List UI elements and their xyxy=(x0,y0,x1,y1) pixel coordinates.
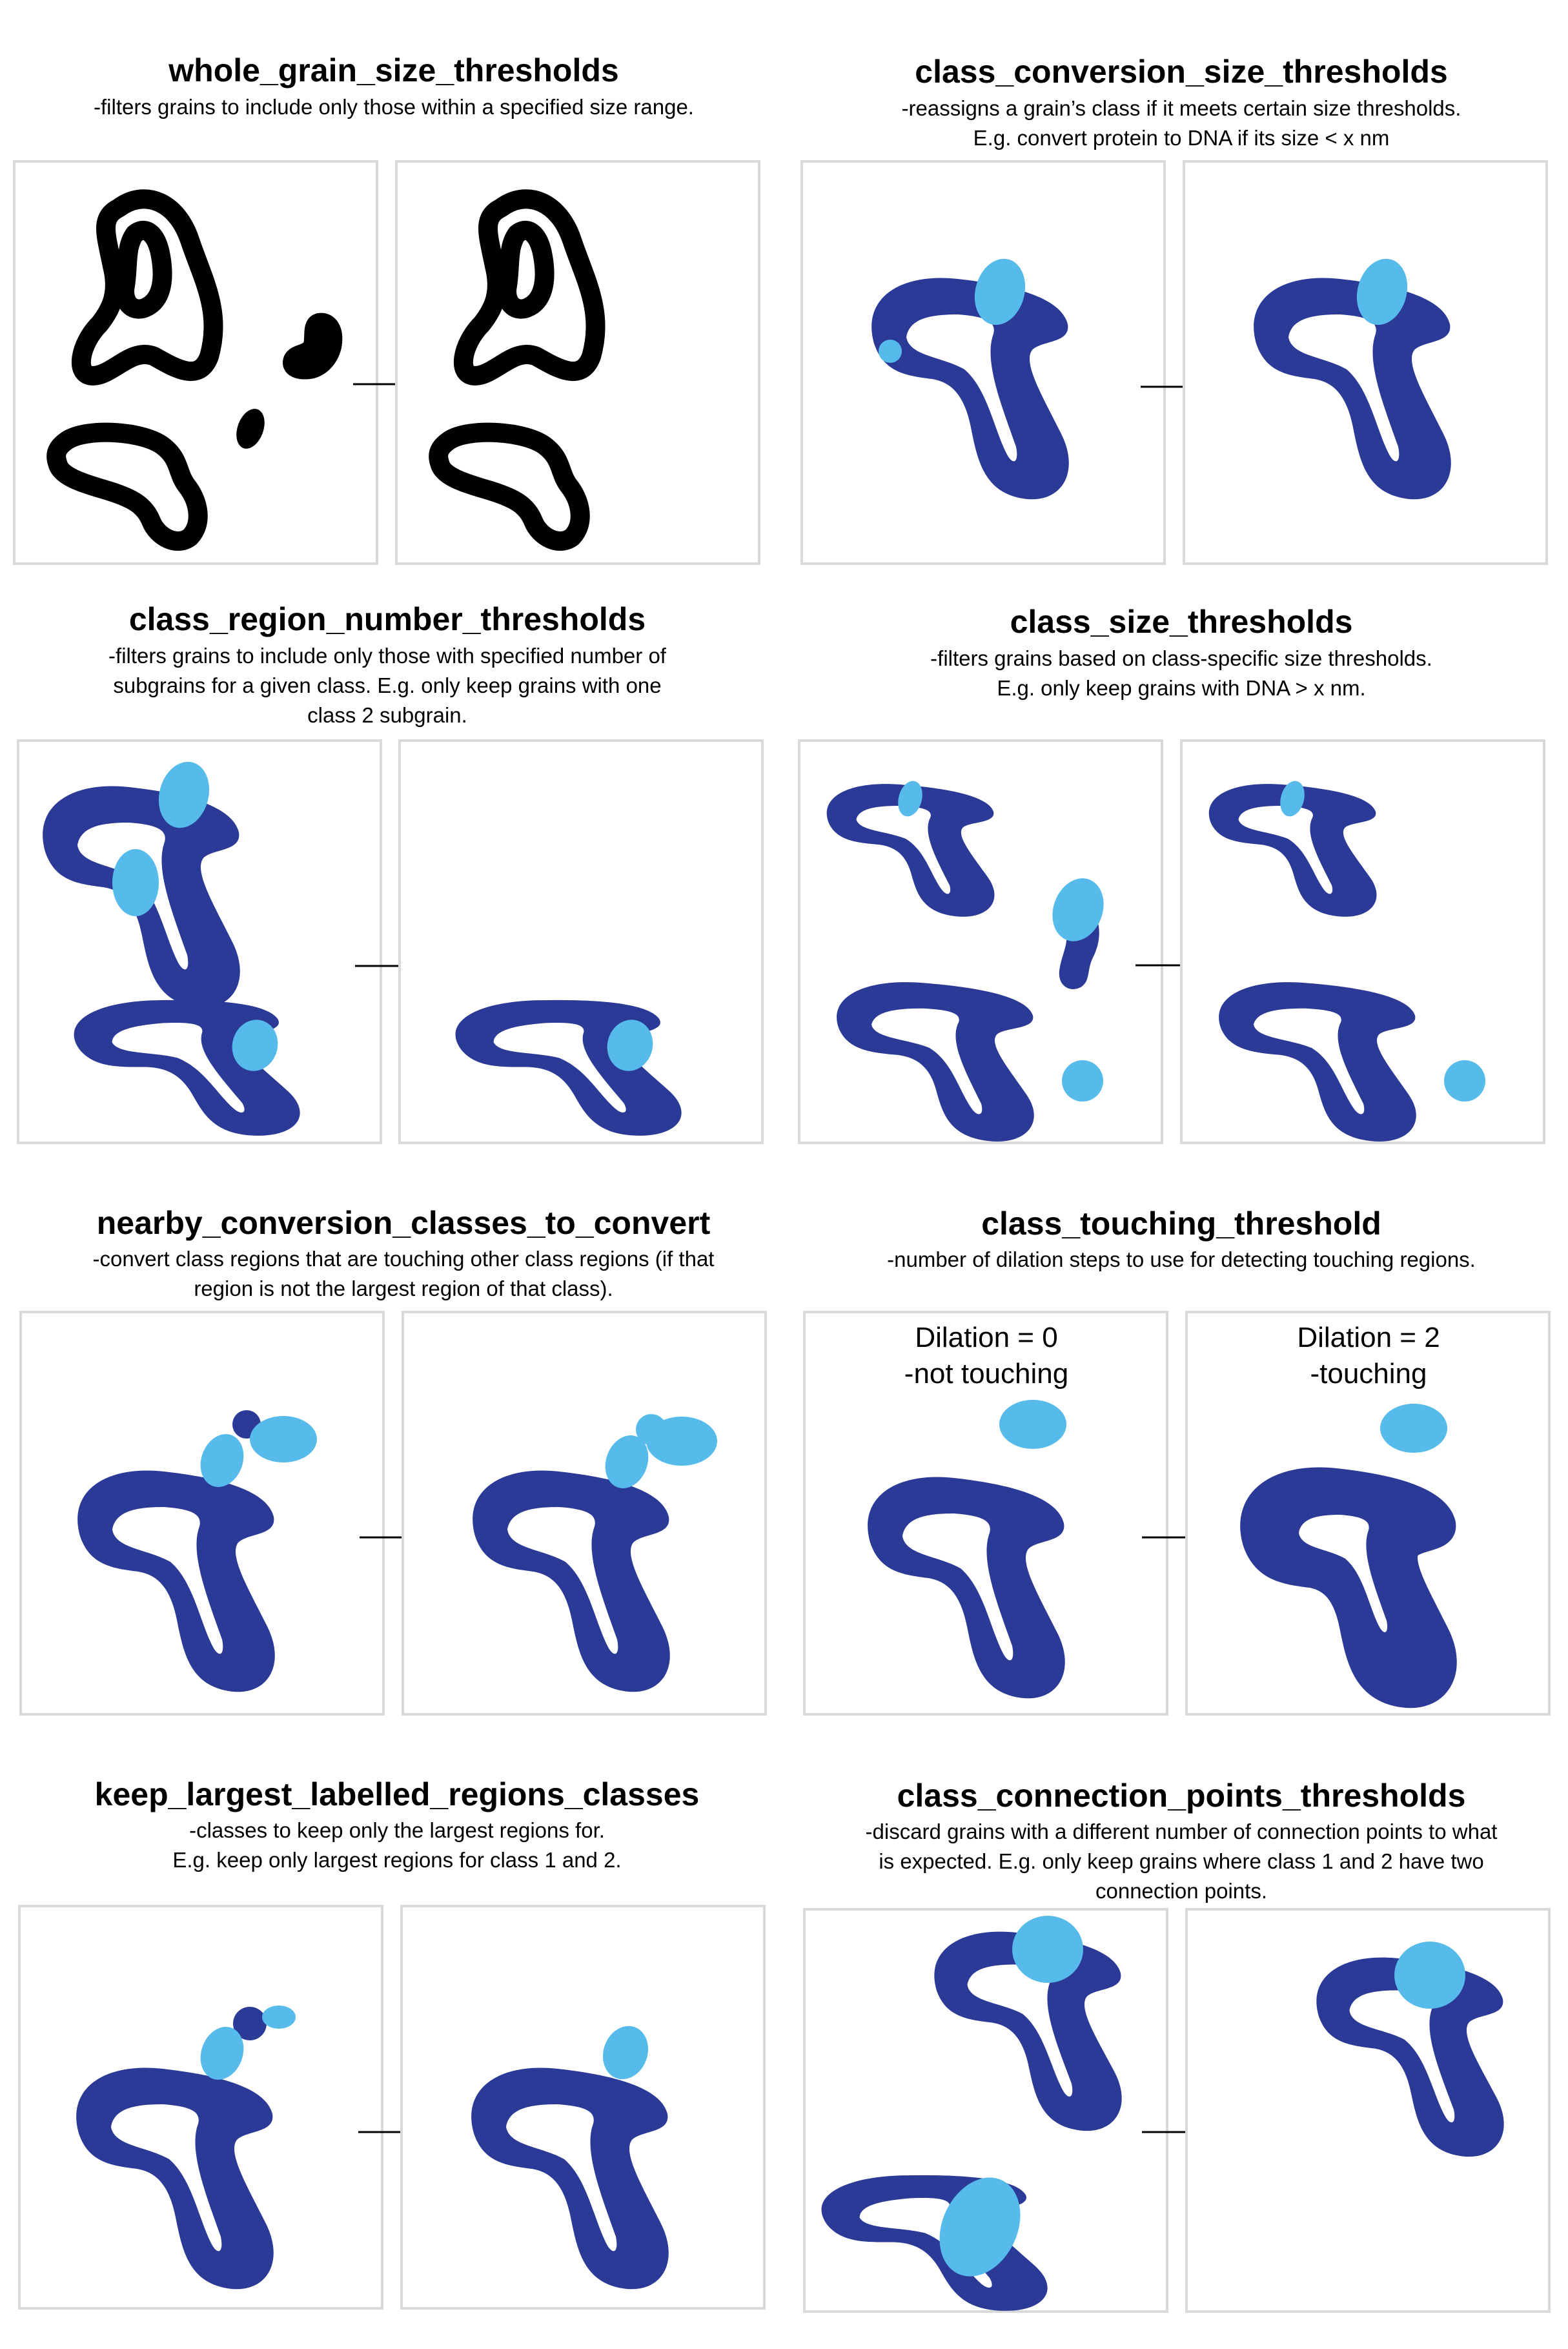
grain-after xyxy=(1188,1404,1553,1718)
grain-after xyxy=(471,2026,669,2290)
section-description: -filters grains based on class-specific … xyxy=(807,644,1556,703)
grain-after xyxy=(1254,258,1451,500)
grain-tiny xyxy=(236,409,265,449)
dilation-value: Dilation = 0 xyxy=(915,1322,1058,1353)
section-title: keep_largest_labelled_regions_classes xyxy=(94,1776,700,1812)
grain-small xyxy=(283,313,343,380)
before-panel xyxy=(19,1311,385,1716)
after-panel xyxy=(1180,739,1545,1144)
light-region xyxy=(974,258,1026,325)
after-panel xyxy=(1183,160,1548,565)
section-title: whole_grain_size_thresholds xyxy=(168,52,619,88)
before-panel xyxy=(13,160,378,565)
grains-after xyxy=(1208,781,1485,1142)
section-title: class_touching_threshold xyxy=(981,1205,1381,1242)
before-panel: Dilation = 0 -not touching xyxy=(803,1311,1168,1716)
description-line: -convert class regions that are touching… xyxy=(92,1247,715,1271)
before-panel xyxy=(803,1908,1168,2325)
section-description: -classes to keep only the largest region… xyxy=(19,1816,775,1875)
grains-before xyxy=(826,781,1104,1142)
section-description: -filters grains to include only those wi… xyxy=(52,92,736,122)
after-panel xyxy=(400,1905,766,2310)
section-description: -filters grains to include only those wi… xyxy=(45,641,729,730)
grain-bottom xyxy=(46,422,208,551)
grain-before xyxy=(868,1400,1066,1699)
section-title: class_region_number_thresholds xyxy=(128,601,646,637)
small-light-region xyxy=(879,340,902,363)
dilation-label: Dilation = 0 -not touching xyxy=(806,1320,1167,1392)
section-title: nearby_conversion_classes_to_convert xyxy=(96,1205,711,1241)
section-title: class_conversion_size_thresholds xyxy=(915,54,1448,90)
after-panel xyxy=(395,160,760,565)
description-line: connection points. xyxy=(1095,1879,1267,1903)
description-line: region is not the largest region of that… xyxy=(194,1277,613,1300)
description-line: -filters grains to include only those wi… xyxy=(94,95,694,119)
grain-before xyxy=(76,2005,296,2290)
grain-before xyxy=(77,1410,317,1692)
description-line: subgrains for a given class. E.g. only k… xyxy=(113,673,662,697)
dilation-value: Dilation = 2 xyxy=(1297,1322,1440,1353)
grain-before xyxy=(871,258,1069,500)
description-line: -filters grains to include only those wi… xyxy=(108,644,666,668)
before-panel xyxy=(18,1905,383,2310)
black-grains-before xyxy=(46,189,343,551)
description-line: -filters grains based on class-specific … xyxy=(930,646,1432,670)
before-panel xyxy=(17,739,382,1150)
after-panel: Dilation = 2 -touching xyxy=(1185,1311,1551,1716)
description-line: E.g. convert protein to DNA if its size … xyxy=(973,126,1390,150)
description-line: -discard grains with a different number … xyxy=(865,1820,1498,1843)
after-panel xyxy=(398,739,764,1150)
description-line: E.g. keep only largest regions for class… xyxy=(172,1848,622,1872)
grains-after xyxy=(1316,1942,1504,2157)
grain-large-inner xyxy=(115,221,172,319)
section-title: class_connection_points_thresholds xyxy=(897,1778,1466,1814)
description-line: is expected. E.g. only keep grains where… xyxy=(879,1849,1484,1873)
dilation-label: Dilation = 2 -touching xyxy=(1188,1320,1549,1392)
description-line: class 2 subgrain. xyxy=(307,703,467,727)
grains-before xyxy=(815,1916,1122,2325)
black-grains-after xyxy=(429,189,606,551)
description-line: E.g. only keep grains with DNA > x nm. xyxy=(997,676,1366,700)
after-panel xyxy=(1185,1908,1551,2313)
section-description: -discard grains with a different number … xyxy=(807,1817,1556,1906)
grain-after xyxy=(473,1414,717,1692)
before-panel xyxy=(798,739,1163,1144)
after-panel xyxy=(402,1311,767,1716)
touching-status: -touching xyxy=(1310,1358,1427,1390)
section-title: class_size_thresholds xyxy=(1010,604,1353,640)
description-line: -classes to keep only the largest region… xyxy=(189,1818,605,1842)
section-description: -number of dilation steps to use for det… xyxy=(807,1245,1556,1275)
before-panel xyxy=(800,160,1166,565)
grains-before xyxy=(43,761,305,1150)
touching-status: -not touching xyxy=(904,1358,1069,1390)
grains-after xyxy=(449,989,687,1150)
description-line: -reassigns a grain’s class if it meets c… xyxy=(901,96,1461,120)
grain-large xyxy=(71,189,223,385)
section-description: -convert class regions that are touching… xyxy=(19,1244,788,1304)
description-line: -number of dilation steps to use for det… xyxy=(887,1247,1476,1271)
section-description: -reassigns a grain’s class if it meets c… xyxy=(807,94,1556,153)
